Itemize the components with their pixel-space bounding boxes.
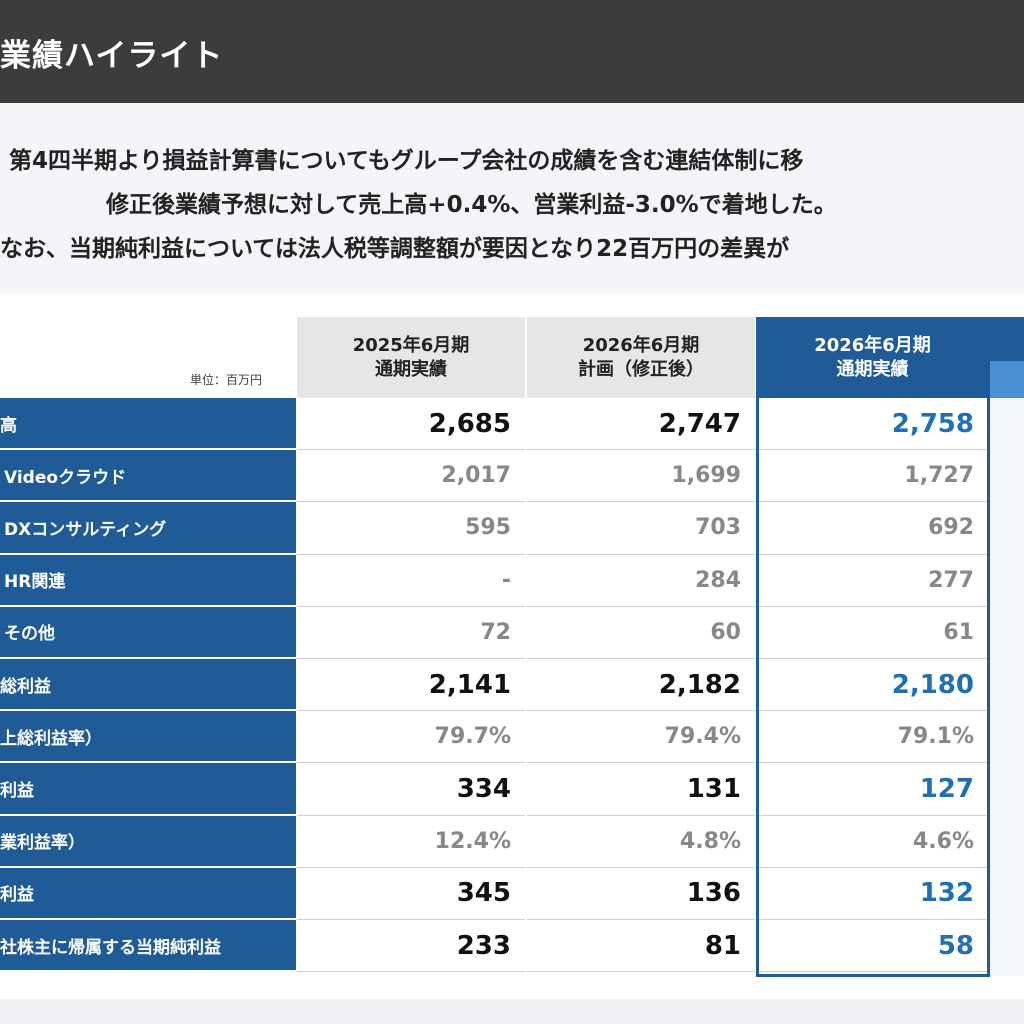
partial-column-body (988, 398, 1024, 976)
table-cell: 58 (757, 920, 988, 973)
table-cell: 79.4% (527, 711, 755, 764)
table-cell: 2,758 (757, 398, 988, 451)
unit-label: 単位：百万円 (190, 373, 263, 387)
row-label: DXコンサルティング (0, 502, 296, 555)
header-bar: 業績ハイライト (0, 0, 1024, 103)
footer-strip (0, 999, 1024, 1024)
column-header-line1: 2026年6月期 (814, 334, 931, 356)
table-cell: 131 (527, 763, 755, 816)
column-header-partial-sub (988, 361, 1024, 398)
table-cell: 60 (527, 607, 755, 659)
table-cell: 79.1% (757, 711, 988, 764)
table-cell: 127 (757, 763, 988, 816)
table-cell: 334 (297, 763, 525, 816)
table-cell: 2,747 (527, 398, 755, 451)
table-cell: 4.6% (757, 816, 988, 868)
table-cell: 2,141 (297, 659, 525, 712)
column-header-line2: 通期実績 (375, 358, 447, 380)
row-label: その他 (0, 606, 296, 659)
row-label: 上総利益率） (0, 711, 296, 764)
table-cell: 284 (527, 555, 755, 607)
row-label: HR関連 (0, 554, 296, 607)
table-cell: 345 (297, 868, 525, 920)
table-cell: 233 (297, 920, 525, 973)
table-cell: 61 (757, 607, 988, 659)
summary-box: 第4四半期より損益計算書についてもグループ会社の成績を含む連結体制に移 修正後業… (0, 103, 1024, 293)
column-header-fy2026-plan: 2026年6月期 計画（修正後） (527, 317, 755, 398)
column-header-line1: 2025年6月期 (352, 334, 470, 356)
row-label: 業利益率） (0, 815, 296, 868)
table-cell: 692 (757, 502, 988, 555)
table-cell: - (297, 555, 525, 607)
page-title: 業績ハイライト (0, 38, 224, 74)
table-cell: 79.7% (297, 711, 525, 764)
results-table: 単位：百万円 2025年6月期 通期実績 2026年6月期 計画（修正後） 20… (0, 293, 1024, 999)
table-cell: 2,180 (757, 659, 988, 712)
column-header-line2: 通期実績 (836, 358, 909, 380)
column-header-fy2025-actual: 2025年6月期 通期実績 (297, 317, 525, 398)
table-cell: 81 (527, 920, 755, 973)
column-header-fy2026-actual: 2026年6月期 通期実績 (757, 317, 988, 398)
summary-line-2: 修正後業績予想に対して売上高+0.4%、営業利益-3.0%で着地した。 (106, 192, 837, 218)
row-label: 利益 (0, 763, 296, 816)
table-cell: 2,017 (297, 450, 525, 503)
table-cell: 72 (297, 607, 525, 659)
table-cell: 132 (757, 868, 988, 920)
table-cell: 703 (527, 502, 755, 555)
column-header-partial (988, 317, 1024, 361)
row-label: 利益 (0, 867, 296, 920)
table-cell: 2,685 (297, 398, 525, 451)
table-cell: 1,699 (527, 450, 755, 503)
row-label: 高 (0, 398, 296, 451)
table-cell: 4.8% (527, 816, 755, 868)
table-cell: 136 (527, 868, 755, 920)
row-label: 社株主に帰属する当期純利益 (0, 920, 296, 973)
summary-line-1: 第4四半期より損益計算書についてもグループ会社の成績を含む連結体制に移 (9, 148, 804, 174)
column-header-line1: 2026年6月期 (582, 334, 700, 356)
table-cell: 2,182 (527, 659, 755, 712)
summary-line-3: なお、当期純利益については法人税等調整額が要因となり22百万円の差異が (0, 236, 790, 262)
table-cell: 1,727 (757, 450, 988, 503)
column-header-line2: 計画（修正後） (578, 358, 704, 380)
row-label: 総利益 (0, 659, 296, 712)
table-cell: 12.4% (297, 816, 525, 868)
table-cell: 595 (297, 502, 525, 555)
table-cell: 277 (757, 555, 988, 607)
row-label: Videoクラウド (0, 450, 296, 503)
